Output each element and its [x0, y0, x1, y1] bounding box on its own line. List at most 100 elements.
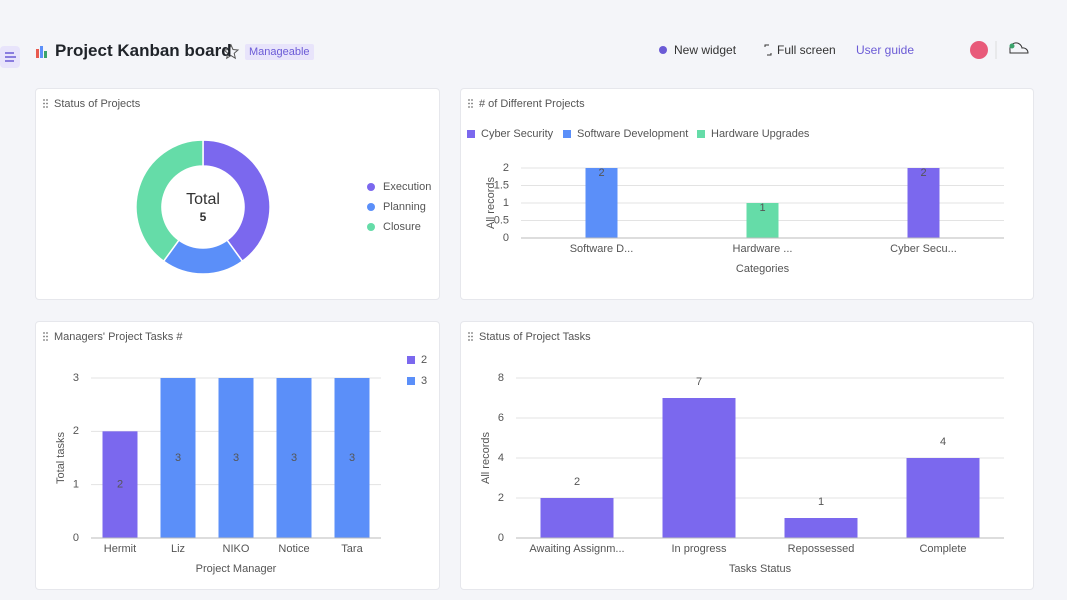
- drag-handle: [46, 339, 48, 341]
- bar: [585, 168, 618, 238]
- value-label: 2: [598, 167, 604, 179]
- drag-handle: [471, 102, 473, 105]
- drag-handle: [471, 99, 473, 101]
- y-axis-label: Total tasks: [55, 432, 67, 484]
- y-tick-label: 3: [73, 372, 79, 384]
- center-value: 5: [200, 210, 207, 224]
- legend-swatch: [407, 377, 415, 385]
- bar: [746, 203, 779, 238]
- legend-label: Software Development: [577, 128, 688, 140]
- drag-handle: [46, 102, 48, 105]
- value-label: 1: [759, 202, 765, 214]
- widget-chart: # of Different Projects 0 0.5 1 1.5 2 All reco…: [467, 98, 1004, 275]
- legend-label: Closure: [383, 221, 421, 233]
- drag-handle: [468, 335, 470, 338]
- y-tick-label: 0.5: [494, 214, 509, 226]
- drag-handle: [46, 332, 48, 334]
- star[interactable]: [222, 43, 240, 60]
- legend-label: 2: [421, 354, 427, 366]
- drag-handle: [471, 106, 473, 108]
- drag-handle: [471, 339, 473, 341]
- legend-dot: [367, 223, 375, 231]
- legend-swatch: [467, 130, 475, 138]
- title-icon: [44, 51, 47, 58]
- drag-handle: [43, 102, 45, 105]
- widget-title: Status of Projects: [54, 98, 141, 110]
- x-tick-label: Software D...: [570, 243, 634, 255]
- widget-card[interactable]: Managers' Project Tasks # 0 1 2 3 Total tasks…: [35, 321, 440, 590]
- x-tick-label: Tara: [341, 543, 363, 555]
- value-label: 1: [818, 496, 824, 508]
- x-tick-label: Hardware ...: [733, 243, 793, 255]
- full-screen[interactable]: Full screen: [777, 43, 836, 57]
- value-label: 3: [349, 452, 355, 464]
- legend-swatch: [697, 130, 705, 138]
- y-axis-label: All records: [485, 177, 497, 229]
- legend-label: Planning: [383, 201, 426, 213]
- value-label: 3: [233, 452, 239, 464]
- drag-handle: [43, 335, 45, 338]
- drag-handle: [43, 339, 45, 341]
- y-tick-label: 0: [498, 532, 504, 544]
- donut-slice: [135, 139, 204, 263]
- value-label: 7: [696, 376, 702, 388]
- y-axis-label: All records: [480, 432, 492, 484]
- header-icons: [0, 41, 1029, 68]
- x-tick-label: Complete: [919, 543, 966, 555]
- value-label: 2: [117, 479, 123, 491]
- avatar[interactable]: [970, 41, 988, 59]
- new-widget[interactable]: New widget: [674, 43, 737, 57]
- center-label: Total: [186, 191, 220, 208]
- bar: [102, 431, 138, 538]
- x-tick-label: In progress: [671, 543, 727, 555]
- fullscreen-icon: [764, 44, 772, 56]
- y-tick-label: 0: [73, 532, 79, 544]
- drag-handle: [471, 332, 473, 334]
- donut-slice: [202, 139, 271, 263]
- drag-handle: [468, 102, 470, 105]
- value-label: 2: [574, 476, 580, 488]
- widget-title: Managers' Project Tasks #: [54, 331, 183, 343]
- drag-handle: [43, 99, 45, 101]
- drag-handle: [468, 332, 470, 334]
- value-label: 4: [940, 436, 946, 448]
- bar: [334, 378, 370, 538]
- title-icon: [36, 49, 39, 58]
- bar: [907, 168, 940, 238]
- user-guide[interactable]: User guide: [856, 43, 915, 57]
- bar: [218, 378, 254, 538]
- widget-card[interactable]: # of Different Projects 0 0.5 1 1.5 2 All reco…: [460, 88, 1034, 300]
- bar: [276, 378, 312, 538]
- legend-swatch: [563, 130, 571, 138]
- y-tick-label: 1: [503, 197, 509, 209]
- x-axis-label: Tasks Status: [729, 563, 792, 575]
- badge[interactable]: Manageable: [245, 44, 314, 60]
- drag-handle: [46, 99, 48, 101]
- widget-title: Status of Project Tasks: [479, 331, 591, 343]
- widget-card[interactable]: Status of Project Tasks 0 2 4 6 8 All records T…: [460, 321, 1034, 590]
- drag-handle: [46, 335, 48, 338]
- x-tick-label: Repossessed: [788, 543, 855, 555]
- widget-card[interactable]: Status of Projects Execution Planning Closu…: [35, 88, 440, 300]
- value-label: 3: [291, 452, 297, 464]
- bar: [662, 398, 736, 538]
- y-tick-label: 6: [498, 412, 504, 424]
- drag-handle: [471, 335, 473, 338]
- x-tick-label: Cyber Secu...: [890, 243, 957, 255]
- y-tick-label: 1: [73, 479, 79, 491]
- drag-handle: [43, 106, 45, 108]
- bar: [160, 378, 196, 538]
- sidebar-icon: [5, 52, 16, 62]
- legend-label: 3: [421, 375, 427, 387]
- drag-handle: [468, 339, 470, 341]
- legend-label: Execution: [383, 181, 431, 193]
- drag-handle: [43, 332, 45, 334]
- widget-chart: Status of Projects Execution Planning Closu…: [43, 98, 431, 275]
- cloud-dot: [1009, 43, 1015, 49]
- y-tick-label: 2: [73, 425, 79, 437]
- value-label: 2: [920, 167, 926, 179]
- legend-label: Hardware Upgrades: [711, 128, 810, 140]
- x-tick-label: Notice: [278, 543, 309, 555]
- legend-swatch: [407, 356, 415, 364]
